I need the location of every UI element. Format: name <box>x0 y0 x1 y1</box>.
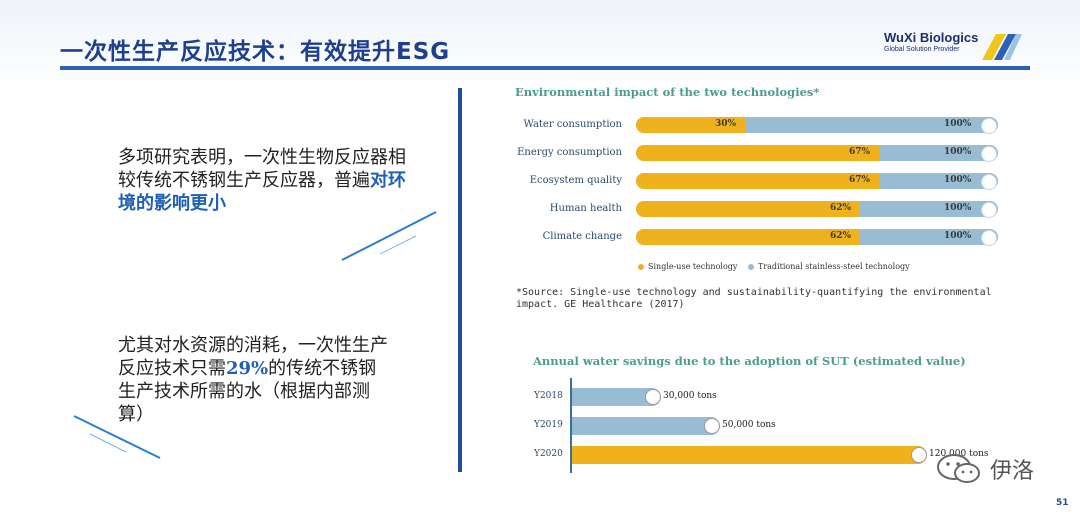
paragraph-water-highlight: 29% <box>226 358 269 379</box>
logo-tagline: Global Solution Provider <box>884 46 960 53</box>
page-number: 51 <box>1056 498 1069 508</box>
impact-bar-single-use <box>636 229 860 245</box>
legend-single-use-label: Single-use technology <box>648 262 738 271</box>
impact-bar-single-use-label: 62% <box>830 203 852 213</box>
legend-single-use-swatch <box>638 264 644 270</box>
impact-legend-stainless: Traditional stainless-steel technology <box>748 262 910 271</box>
water-bar-label: 120,000 tons <box>929 449 989 459</box>
logo-stripes-icon <box>982 34 1022 60</box>
title-underline <box>60 66 1030 70</box>
impact-row-label: Water consumption <box>523 119 622 130</box>
water-row-year: Y2018 <box>534 391 563 401</box>
impact-bar-single-use-label: 30% <box>715 119 737 129</box>
impact-bar-stainless: 67% 100% <box>636 173 998 190</box>
header-background <box>0 0 1080 90</box>
paragraph-environment-highlight: 对环境的影响更小 <box>118 170 406 214</box>
water-bar-label: 30,000 tons <box>663 391 717 401</box>
paragraph-water-text-after: 的传统不锈钢生产技术所需的水（根据内部测算） <box>118 358 377 425</box>
water-bar <box>572 446 927 464</box>
impact-bar-single-use-label: 62% <box>830 231 852 241</box>
watermark-text: 伊洛 <box>990 459 1035 484</box>
decorative-lines-bottom <box>73 415 161 459</box>
water-bar-end-knob <box>911 447 927 463</box>
water-row-year: Y2020 <box>534 449 563 459</box>
impact-bar-single-use <box>636 145 879 161</box>
impact-bar-stainless: 62% 100% <box>636 229 998 246</box>
logo-brand: WuXi Biologics <box>884 30 979 45</box>
impact-bar-single-use-label: 67% <box>849 147 871 157</box>
water-bar <box>572 417 720 435</box>
impact-row-label: Ecosystem quality <box>529 175 622 186</box>
impact-bar-single-use <box>636 173 879 189</box>
impact-bar-stainless: 62% 100% <box>636 201 998 218</box>
impact-bar-single-use <box>636 117 745 133</box>
impact-bar-end-knob <box>981 146 997 162</box>
water-bar <box>572 388 661 406</box>
impact-source-note: *Source: Single-use technology and susta… <box>516 287 992 310</box>
decorative-lines-top <box>341 211 437 261</box>
paragraph-environment: 多项研究表明，一次性生物反应器相较传统不锈钢生产反应器，普遍对环境的影响更小 <box>118 146 418 215</box>
legend-stainless-swatch <box>748 264 754 270</box>
impact-bar-stainless-label: 100% <box>944 203 972 213</box>
wechat-icon <box>937 454 980 483</box>
impact-bar-stainless-label: 100% <box>944 231 972 241</box>
impact-bar-stainless-label: 100% <box>944 119 972 129</box>
impact-bar-end-knob <box>981 230 997 246</box>
water-row-year: Y2019 <box>534 420 563 430</box>
water-chart-title: Annual water savings due to the adoption… <box>533 354 966 368</box>
paragraph-water-text-before: 尤其对水资源的消耗，一次性生产反应技术只需 <box>118 335 388 379</box>
impact-bar-end-knob <box>981 202 997 218</box>
water-chart-axis <box>570 378 572 473</box>
impact-bar-stainless: 67% 100% <box>636 145 998 162</box>
impact-bar-stainless: 30% 100% <box>636 117 998 134</box>
impact-row-label: Human health <box>549 203 622 214</box>
impact-row-label: Climate change <box>542 231 622 242</box>
wuxi-logo: WuXi Biologics Global Solution Provider <box>882 30 1022 64</box>
water-bar-label: 50,000 tons <box>722 420 776 430</box>
slide-title: 一次性生产反应技术：有效提升ESG <box>60 39 451 65</box>
impact-chart-title: Environmental impact of the two technolo… <box>515 85 820 99</box>
water-bar-end-knob <box>704 418 720 434</box>
impact-bar-end-knob <box>981 118 997 134</box>
legend-stainless-label: Traditional stainless-steel technology <box>758 262 910 271</box>
impact-legend-single-use: Single-use technology <box>638 262 737 271</box>
water-bar-end-knob <box>645 389 661 405</box>
vertical-divider <box>458 88 462 472</box>
impact-bar-stainless-label: 100% <box>944 175 972 185</box>
impact-bar-end-knob <box>981 174 997 190</box>
impact-row-label: Energy consumption <box>517 147 622 158</box>
paragraph-water: 尤其对水资源的消耗，一次性生产反应技术只需29%的传统不锈钢生产技术所需的水（根… <box>118 334 388 426</box>
impact-bar-single-use-label: 67% <box>849 175 871 185</box>
impact-bar-stainless-label: 100% <box>944 147 972 157</box>
paragraph-environment-text: 多项研究表明，一次性生物反应器相较传统不锈钢生产反应器，普遍 <box>118 147 406 191</box>
impact-bar-single-use <box>636 201 860 217</box>
